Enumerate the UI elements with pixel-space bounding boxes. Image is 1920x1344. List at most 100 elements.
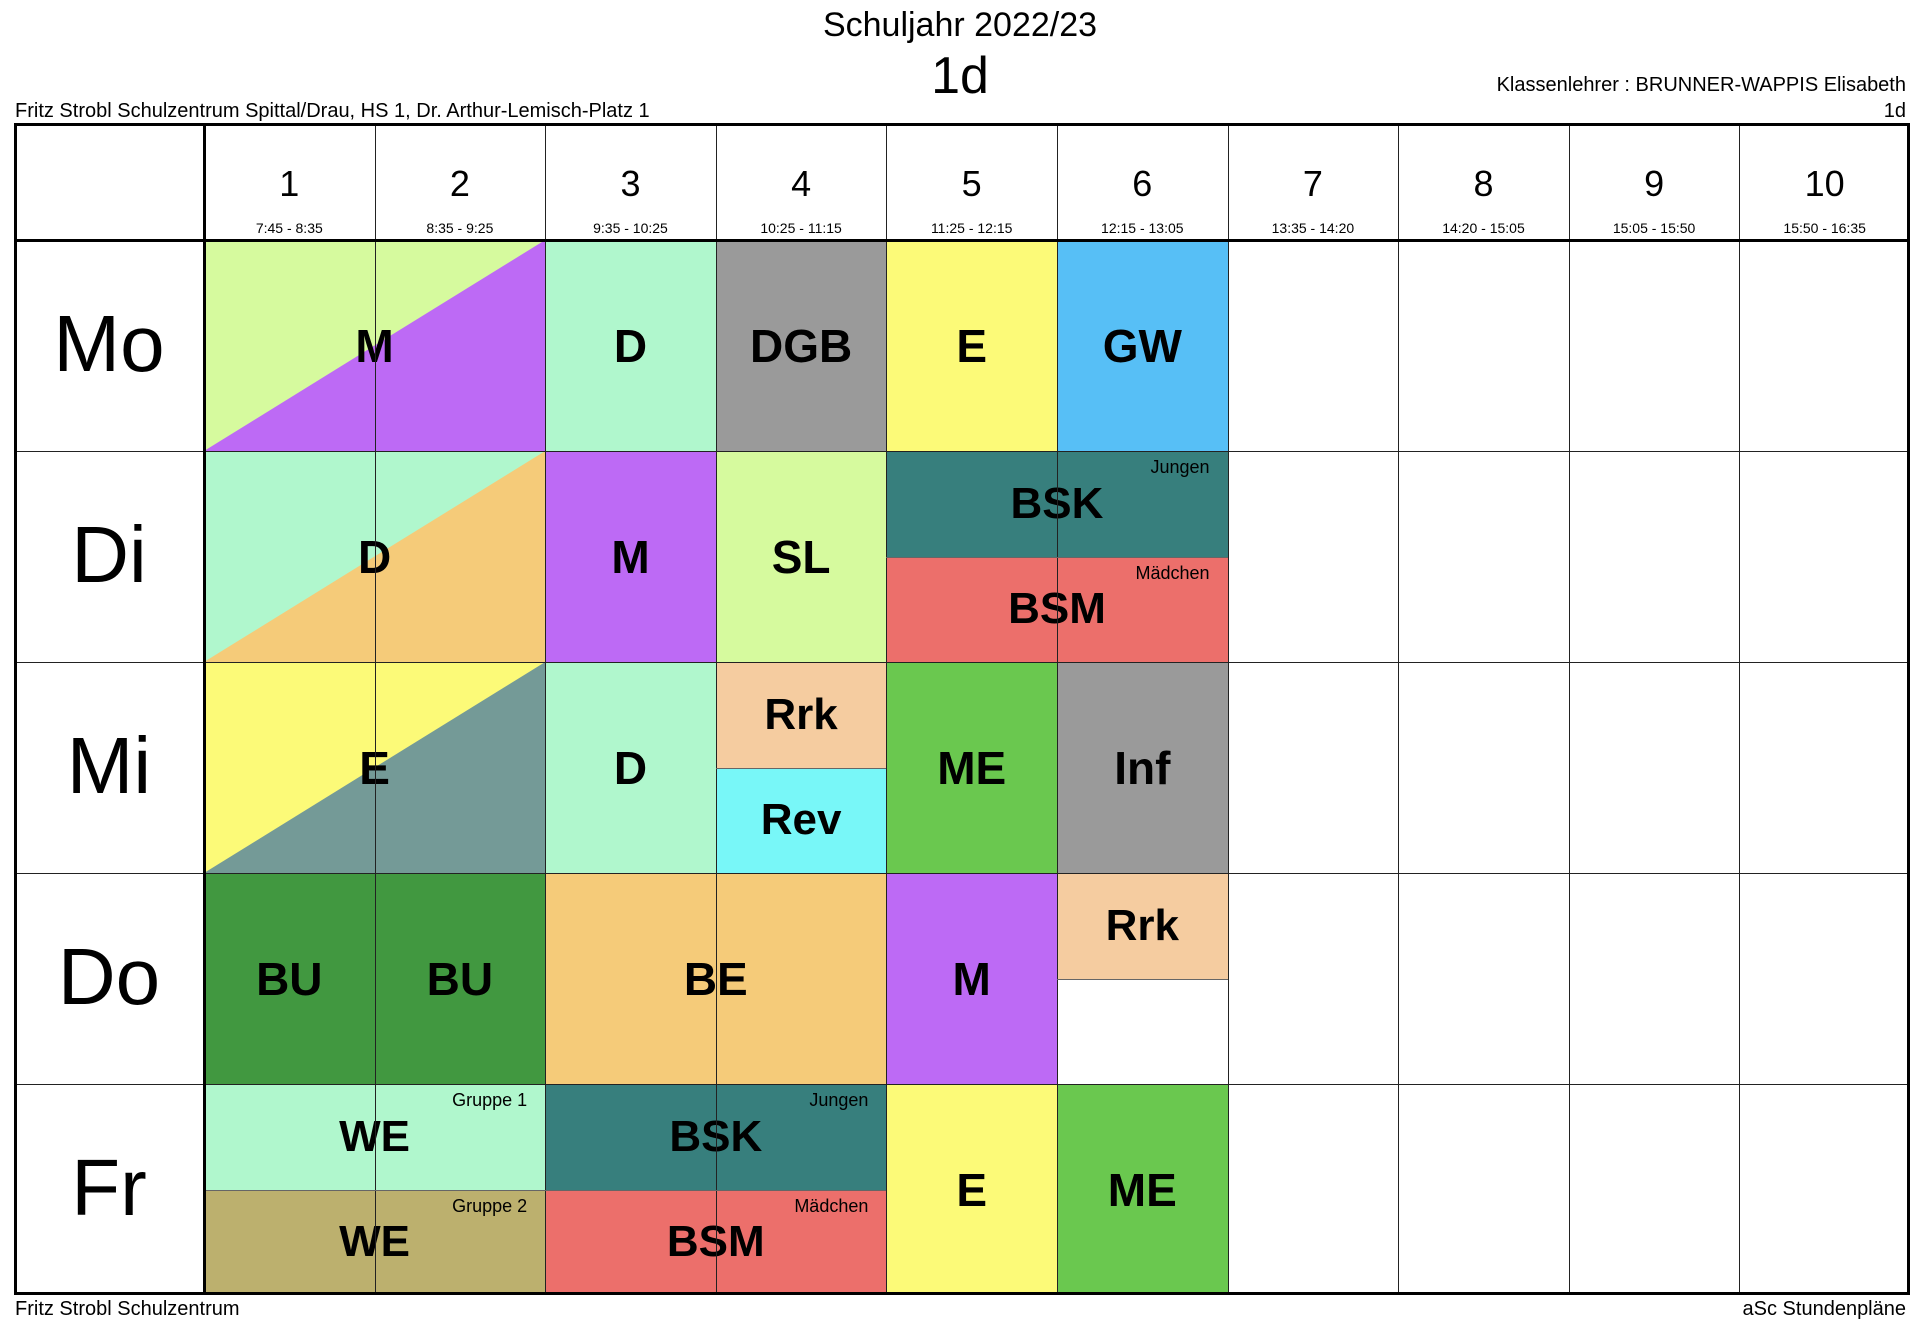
footer-software-name: aSc Stundenpläne bbox=[1742, 1298, 1906, 1320]
period-number: 8 bbox=[1473, 163, 1494, 204]
lesson-cell[interactable]: ME bbox=[1057, 1084, 1228, 1295]
timetable-grid: 1 7:45 - 8:35 2 8:35 - 9:25 3 9:35 - 10:25 4 10… bbox=[14, 123, 1910, 1295]
group-label: Jungen bbox=[809, 1090, 869, 1110]
period-number: 9 bbox=[1644, 163, 1665, 204]
period-number: 2 bbox=[449, 163, 470, 204]
subject-label: BSK bbox=[669, 1111, 763, 1161]
period-time: 11:25 - 12:15 bbox=[930, 220, 1013, 236]
period-number: 5 bbox=[961, 163, 982, 204]
subject-label: D bbox=[613, 741, 648, 794]
lesson-cell[interactable]: E bbox=[886, 240, 1057, 451]
grid-column-line bbox=[1398, 123, 1400, 1295]
lesson-cell[interactable]: M bbox=[545, 451, 716, 662]
period-number: 4 bbox=[791, 163, 812, 204]
lesson-cell[interactable]: Rev bbox=[715, 767, 887, 873]
subject-label: BE bbox=[683, 952, 748, 1005]
grid-column-line bbox=[1739, 123, 1741, 1295]
lesson-cell[interactable]: GW bbox=[1057, 240, 1228, 451]
subject-label: Rrk bbox=[1105, 900, 1179, 950]
grid-column-line bbox=[715, 123, 717, 1295]
subject-label: BSM bbox=[666, 1217, 765, 1267]
lesson-split-line bbox=[1057, 978, 1228, 980]
grid-column-line bbox=[1057, 123, 1058, 1295]
lesson-split-line bbox=[715, 767, 887, 769]
period-time: 8:35 - 9:25 bbox=[426, 220, 494, 236]
day-label: Do bbox=[57, 931, 161, 1021]
day-label: Mi bbox=[66, 720, 152, 810]
lesson-cell[interactable]: Inf bbox=[1057, 662, 1228, 873]
subject-label: D bbox=[357, 530, 392, 583]
subject-label: ME bbox=[1107, 1163, 1177, 1216]
lesson-cell[interactable]: BE bbox=[545, 873, 887, 1084]
subject-label: BU bbox=[256, 952, 323, 1005]
group-label: Jungen bbox=[1150, 457, 1210, 477]
period-time: 12:15 - 13:05 bbox=[1101, 220, 1184, 236]
period-time: 13:35 - 14:20 bbox=[1271, 220, 1355, 236]
lesson-cell[interactable]: BU bbox=[374, 873, 546, 1084]
subject-label: M bbox=[952, 952, 991, 1005]
lesson-cell[interactable]: D bbox=[545, 662, 716, 873]
lesson-cell[interactable]: ME bbox=[886, 662, 1057, 873]
group-label: Gruppe 1 bbox=[452, 1090, 528, 1110]
lesson-cell[interactable]: BU bbox=[204, 873, 375, 1084]
lesson-cell[interactable]: D bbox=[545, 240, 716, 451]
period-time: 10:25 - 11:15 bbox=[760, 220, 842, 236]
subject-label: E bbox=[956, 1163, 988, 1216]
period-time: 7:45 - 8:35 bbox=[255, 220, 323, 236]
lesson-cell[interactable]: BSM Mädchen bbox=[886, 556, 1228, 662]
grid-column-line bbox=[374, 123, 376, 1295]
subject-label: Rev bbox=[760, 795, 842, 845]
lesson-cell[interactable]: SL bbox=[715, 451, 887, 662]
day-label: Fr bbox=[71, 1142, 147, 1232]
subject-label: Rrk bbox=[764, 689, 838, 739]
grid-column-line bbox=[886, 123, 888, 1295]
subject-label: Inf bbox=[1114, 741, 1171, 794]
lesson-cell[interactable]: BSK Jungen bbox=[886, 451, 1228, 557]
grid-row-line bbox=[14, 662, 1910, 663]
subject-label: D bbox=[613, 319, 648, 372]
class-teacher: Klassenlehrer : BRUNNER-WAPPIS Elisabeth bbox=[1496, 74, 1906, 96]
period-number: 7 bbox=[1302, 163, 1323, 204]
day-column-divider bbox=[203, 123, 206, 1295]
subject-label: GW bbox=[1102, 319, 1182, 372]
table-border-top bbox=[14, 123, 1910, 126]
lesson-cell[interactable]: Rrk bbox=[1057, 873, 1228, 979]
period-number: 6 bbox=[1132, 163, 1153, 204]
grid-row-line bbox=[14, 1084, 1910, 1085]
grid-row-line bbox=[14, 873, 1910, 874]
subject-label: M bbox=[611, 530, 650, 583]
group-label: Mädchen bbox=[794, 1195, 869, 1216]
grid-column-line bbox=[1227, 123, 1229, 1295]
subject-label: DGB bbox=[749, 319, 853, 372]
table-border-bottom bbox=[14, 1292, 1910, 1295]
lesson-cell[interactable]: Rrk bbox=[715, 662, 887, 768]
day-label: Di bbox=[71, 509, 147, 599]
subject-label: BSM bbox=[1008, 584, 1106, 634]
period-time: 14:20 - 15:05 bbox=[1442, 220, 1525, 236]
subject-label: M bbox=[355, 319, 394, 372]
period-time: 15:05 - 15:50 bbox=[1612, 220, 1696, 236]
lesson-cell[interactable]: M bbox=[886, 873, 1057, 1084]
period-number: 10 bbox=[1804, 163, 1845, 204]
lesson-cell[interactable]: BSM Mädchen bbox=[545, 1189, 887, 1295]
period-time: 15:50 - 16:35 bbox=[1783, 220, 1866, 236]
page-title: Schuljahr 2022/23 bbox=[822, 6, 1098, 44]
period-number: 3 bbox=[620, 163, 641, 204]
period-number: 1 bbox=[279, 163, 300, 204]
subject-label: BSK bbox=[1010, 478, 1104, 528]
school-address: Fritz Strobl Schulzentrum Spittal/Drau, … bbox=[15, 100, 650, 122]
class-heading: 1d bbox=[931, 47, 989, 105]
lesson-split-line bbox=[886, 556, 1228, 558]
subject-label: BU bbox=[426, 952, 494, 1005]
subject-label: E bbox=[956, 319, 988, 372]
lesson-cell[interactable]: E bbox=[886, 1084, 1057, 1295]
lesson-split-line bbox=[204, 1189, 546, 1191]
header-divider bbox=[14, 239, 1910, 242]
lesson-cell[interactable]: BSK Jungen bbox=[545, 1084, 887, 1190]
footer-school-name: Fritz Strobl Schulzentrum bbox=[15, 1298, 240, 1320]
lesson-cell[interactable]: DGB bbox=[715, 240, 887, 451]
subject-label: SL bbox=[771, 530, 831, 583]
grid-row-line bbox=[14, 451, 1910, 452]
subject-label: WE bbox=[339, 1111, 411, 1161]
period-time: 9:35 - 10:25 bbox=[593, 220, 668, 236]
